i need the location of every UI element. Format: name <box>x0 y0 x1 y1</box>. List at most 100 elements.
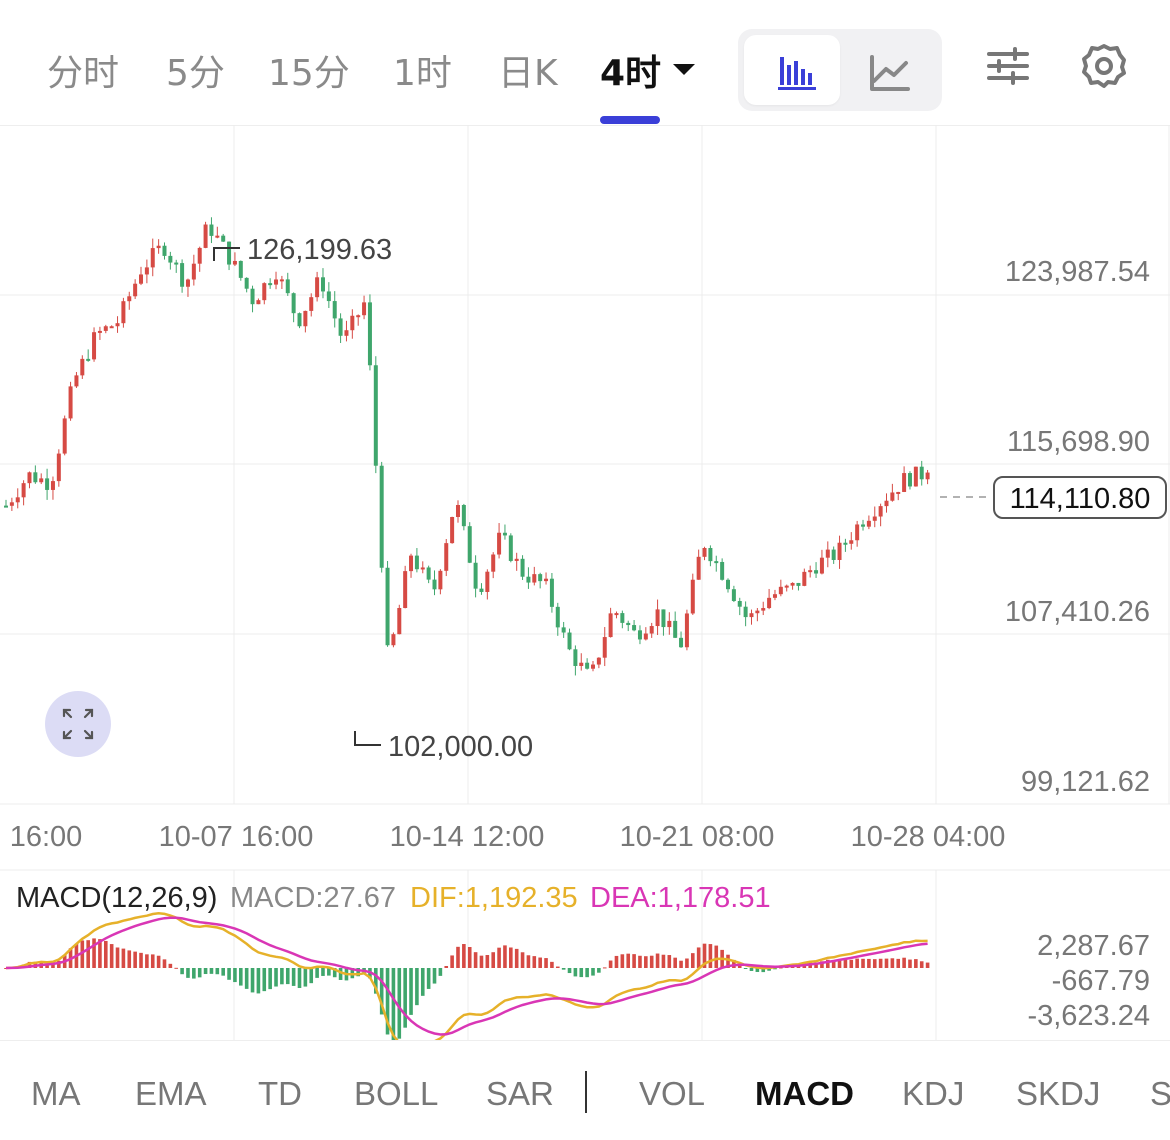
macd-bar <box>174 967 179 969</box>
candle-body <box>303 310 308 327</box>
macd-bar <box>438 968 443 976</box>
macd-bar <box>896 958 901 968</box>
tab-intraday[interactable]: 分时 <box>47 53 120 94</box>
candle-body <box>849 540 854 544</box>
macd-bar <box>555 966 560 968</box>
indicator-macd[interactable]: MACD <box>755 1075 854 1112</box>
candle-body <box>56 453 61 482</box>
indicator-ema[interactable]: EMA <box>135 1075 207 1112</box>
macd-bar <box>150 954 155 968</box>
tab-daily[interactable]: 日K <box>498 53 558 94</box>
candle-body <box>332 301 337 319</box>
tab-5min[interactable]: 5分 <box>166 53 225 94</box>
macd-bar <box>233 968 237 983</box>
candle-body <box>367 302 372 366</box>
indicator-divider <box>585 1071 587 1113</box>
candle-body <box>209 224 214 236</box>
indicator-vol[interactable]: VOL <box>639 1075 706 1112</box>
tab-1hour[interactable]: 1时 <box>393 53 452 94</box>
candle-body <box>643 633 648 640</box>
macd-bar <box>51 963 55 968</box>
macd-bar <box>309 968 314 984</box>
candle-chart-button[interactable] <box>744 35 840 105</box>
indicator-skdj[interactable]: SKDJ <box>1016 1075 1101 1112</box>
candle-body <box>420 567 425 570</box>
indicator-td[interactable]: TD <box>258 1075 302 1112</box>
candle-body <box>684 613 689 648</box>
indicator-sar[interactable]: SAR <box>486 1075 554 1112</box>
indicator-ma[interactable]: MA <box>31 1075 81 1112</box>
candle-body <box>385 567 390 646</box>
candle-body <box>438 570 443 590</box>
candle-body <box>80 358 85 376</box>
candle-body <box>526 576 531 583</box>
candle-body <box>731 589 736 602</box>
candle-body <box>86 358 91 361</box>
macd-bar <box>585 968 589 978</box>
indicator-boll[interactable]: BOLL <box>354 1075 439 1112</box>
current-price-label: 114,110.80 <box>1010 483 1151 515</box>
candle-body <box>649 626 654 634</box>
active-tab-indicator <box>600 116 660 124</box>
macd-bar <box>649 955 654 968</box>
sliders-icon[interactable] <box>983 40 1033 90</box>
macd-bar <box>890 958 895 968</box>
macd-bar <box>244 968 249 989</box>
candle-body <box>50 481 55 490</box>
candle-body <box>344 330 349 336</box>
macd-bar <box>743 968 748 969</box>
gear-icon[interactable] <box>1079 40 1129 90</box>
candle-body <box>608 613 613 638</box>
candle-body <box>778 586 783 595</box>
macd-bar <box>145 954 149 968</box>
macd-bar <box>591 968 595 976</box>
candle-body <box>109 326 114 329</box>
candle-body <box>156 245 161 249</box>
macd-bar <box>544 958 548 968</box>
tab-15min[interactable]: 15分 <box>268 53 350 94</box>
macd-bar <box>755 968 760 972</box>
line-chart-button[interactable] <box>840 35 936 105</box>
candle-body <box>673 620 678 638</box>
candle-body <box>139 274 144 284</box>
indicator-more[interactable]: S <box>1150 1075 1170 1112</box>
candle-body <box>514 558 519 561</box>
indicator-kdj[interactable]: KDJ <box>902 1075 965 1112</box>
candle-body <box>379 465 384 568</box>
macd-bar <box>315 968 319 978</box>
candle-body <box>191 263 196 280</box>
candles <box>4 217 930 676</box>
macd-bar <box>573 968 578 977</box>
expand-chart-button[interactable] <box>45 691 111 757</box>
macd-bar <box>814 962 818 968</box>
candle-body <box>362 302 367 316</box>
macd-bar <box>115 947 120 968</box>
tab-4hour[interactable]: 4时 <box>600 53 662 94</box>
candle-body <box>326 291 331 302</box>
time-axis-label: 10-07 16:00 <box>159 821 314 853</box>
candle-body <box>591 664 595 669</box>
candle-body <box>127 296 132 302</box>
candle-body <box>825 549 830 558</box>
candlestick-chart[interactable]: 123,987.54 115,698.90 107,410.26 99,121.… <box>0 125 1170 1040</box>
candle-body <box>614 613 619 616</box>
candle-body <box>743 606 748 618</box>
candle-body <box>279 279 284 282</box>
macd-bar <box>338 968 343 980</box>
candle-body <box>250 288 255 305</box>
candle-body <box>162 245 167 256</box>
candle-body <box>338 318 343 336</box>
candle-body <box>502 532 507 536</box>
macd-bar <box>855 958 859 968</box>
chevron-down-icon[interactable] <box>673 64 695 75</box>
macd-bar <box>667 955 672 968</box>
candle-body <box>714 561 719 564</box>
macd-axis-label: 2,287.67 <box>1037 930 1150 962</box>
macd-bar <box>227 968 231 980</box>
macd-bar <box>215 968 220 975</box>
macd-bar <box>638 955 642 968</box>
candle-body <box>479 588 484 592</box>
price-axis-label: 99,121.62 <box>1021 766 1150 798</box>
macd-bar <box>4 968 8 969</box>
macd-bar <box>139 952 143 968</box>
